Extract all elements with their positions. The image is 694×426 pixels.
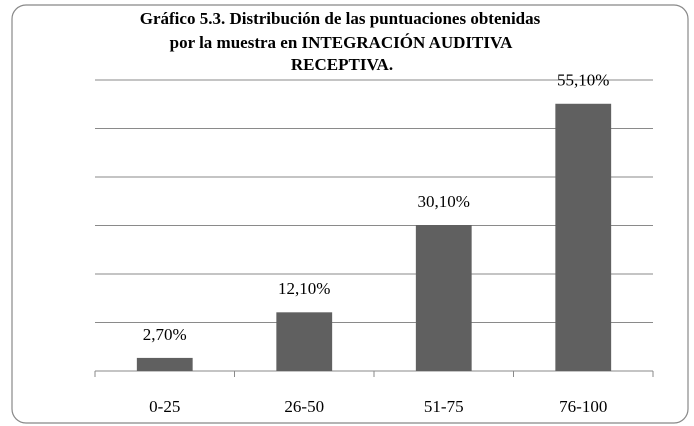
x-tick-label: 76-100 [559, 397, 607, 416]
data-label: 2,70% [143, 325, 187, 344]
chart-frame [11, 4, 689, 424]
bar [415, 225, 472, 371]
x-tick-label: 51-75 [424, 397, 464, 416]
bar [136, 357, 193, 371]
data-label: 55,10% [557, 71, 609, 90]
chart-title: por la muestra en INTEGRACIÓN AUDITIVA [170, 33, 513, 52]
bar [555, 103, 612, 371]
x-tick-label: 0-25 [149, 397, 180, 416]
bar [276, 312, 333, 371]
chart-title: Gráfico 5.3. Distribución de las puntuac… [140, 9, 541, 28]
chart-title: RECEPTIVA. [291, 55, 393, 74]
data-label: 12,10% [278, 279, 330, 298]
x-tick-label: 26-50 [284, 397, 324, 416]
data-label: 30,10% [418, 192, 470, 211]
